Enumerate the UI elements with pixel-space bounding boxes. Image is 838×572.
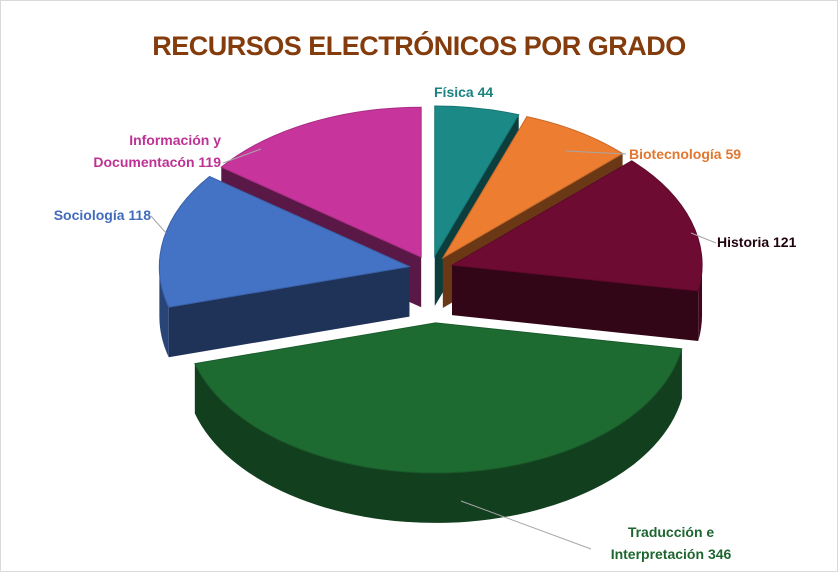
- label-category: Sociología: [53, 207, 125, 223]
- leader-line: [690, 232, 717, 244]
- label-value: 121: [773, 234, 797, 250]
- slice: [158, 175, 412, 308]
- leader-line: [150, 215, 167, 234]
- label-value: 346: [707, 546, 732, 562]
- leader-line: [222, 148, 262, 164]
- data-label: Física 44: [434, 81, 534, 103]
- data-label: Biotecnología 59: [629, 143, 789, 165]
- leader-line: [460, 500, 592, 550]
- data-label: Traducción e Interpretación 346: [586, 521, 756, 565]
- chart-title: RECURSOS ELECTRÓNICOS POR GRADO: [152, 31, 686, 61]
- label-value: 118: [128, 207, 151, 223]
- label-category: Información y Documentacón: [93, 132, 221, 170]
- slice: [434, 105, 520, 258]
- slice: [220, 106, 422, 258]
- slice: [450, 160, 703, 292]
- label-category: Biotecnología: [629, 146, 722, 162]
- label-category: Historia: [717, 234, 770, 250]
- data-label: Sociología 118: [21, 204, 151, 226]
- label-value: 59: [725, 146, 742, 162]
- slice-rim: [194, 348, 682, 523]
- slice: [194, 322, 683, 474]
- slice-side: [452, 265, 699, 341]
- label-category: Física: [434, 84, 474, 100]
- data-label: Información y Documentacón 119: [46, 129, 221, 173]
- slice-group: [450, 160, 703, 341]
- slice-rim: [698, 265, 703, 341]
- data-label: Historia 121: [717, 231, 837, 253]
- leader-line: [565, 150, 627, 155]
- label-category: Traducción e Interpretación: [610, 524, 715, 562]
- label-value: 119: [198, 154, 221, 170]
- label-value: 44: [477, 84, 494, 100]
- slice-group: [158, 175, 412, 358]
- slice-group: [194, 322, 683, 523]
